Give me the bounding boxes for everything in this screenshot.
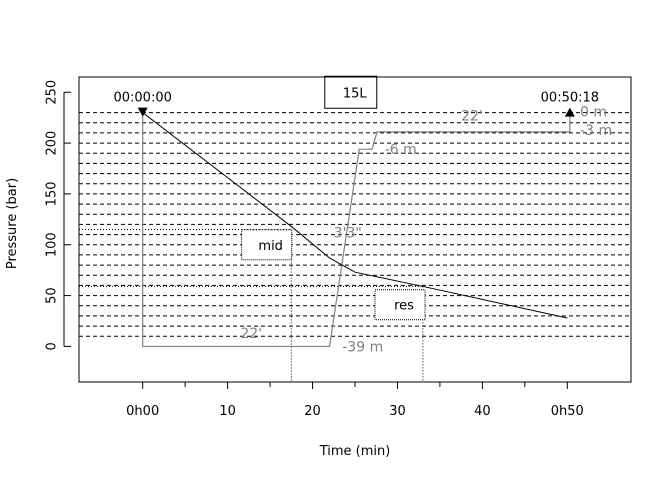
- tank-label-box: [324, 75, 378, 109]
- axes: 0 50 100 150 200 250 0h00 10 20 30 40 0h50: [45, 80, 584, 419]
- depth-label: -6 m: [385, 142, 417, 158]
- tank-label: 15L: [343, 86, 368, 101]
- timestamp-label: 00:50:18: [541, 91, 599, 106]
- res-label-box: [374, 289, 426, 321]
- x-tick-label: 10: [219, 404, 236, 419]
- x-tick-label: 30: [389, 404, 406, 419]
- depth-profile-line: [142, 112, 571, 348]
- y-tick-label: 250: [45, 80, 60, 105]
- mid-label: mid: [258, 239, 283, 254]
- mid-label-box: [241, 229, 293, 261]
- x-tick-label: 0h00: [126, 404, 159, 419]
- x-tick-label: 0h50: [551, 404, 584, 419]
- triangle-down-marker: [137, 107, 148, 117]
- y-tick-label: 0: [45, 342, 60, 350]
- x-tick-label: 40: [474, 404, 491, 419]
- depth-profile: -39 m -6 m -3 m 0 m 22' 3'3" 22': [142, 105, 612, 355]
- res-label: res: [394, 299, 414, 314]
- timestamp-label: 00:00:00: [113, 91, 171, 106]
- y-tick-label: 200: [45, 131, 60, 156]
- y-tick-label: 50: [45, 287, 60, 304]
- y-axis-title: Pressure (bar): [5, 178, 20, 269]
- depth-label: 3'3": [334, 226, 362, 242]
- pressure-line: [142, 112, 568, 319]
- depth-label: 0 m: [580, 105, 607, 121]
- depth-label: -3 m: [580, 123, 612, 139]
- x-axis-title: Time (min): [319, 444, 391, 459]
- y-tick-label: 100: [45, 232, 60, 257]
- depth-label: -39 m: [342, 339, 383, 355]
- annotations: 00:00:00 00:50:18 15L mid res: [113, 75, 599, 321]
- pressure-series: [142, 112, 568, 319]
- depth-label: 22': [461, 109, 483, 125]
- reference-lines: [79, 112, 631, 337]
- x-tick-label: 20: [304, 404, 321, 419]
- depth-label: 22': [240, 326, 262, 342]
- y-tick-label: 150: [45, 182, 60, 207]
- triangle-up-marker: [564, 107, 575, 117]
